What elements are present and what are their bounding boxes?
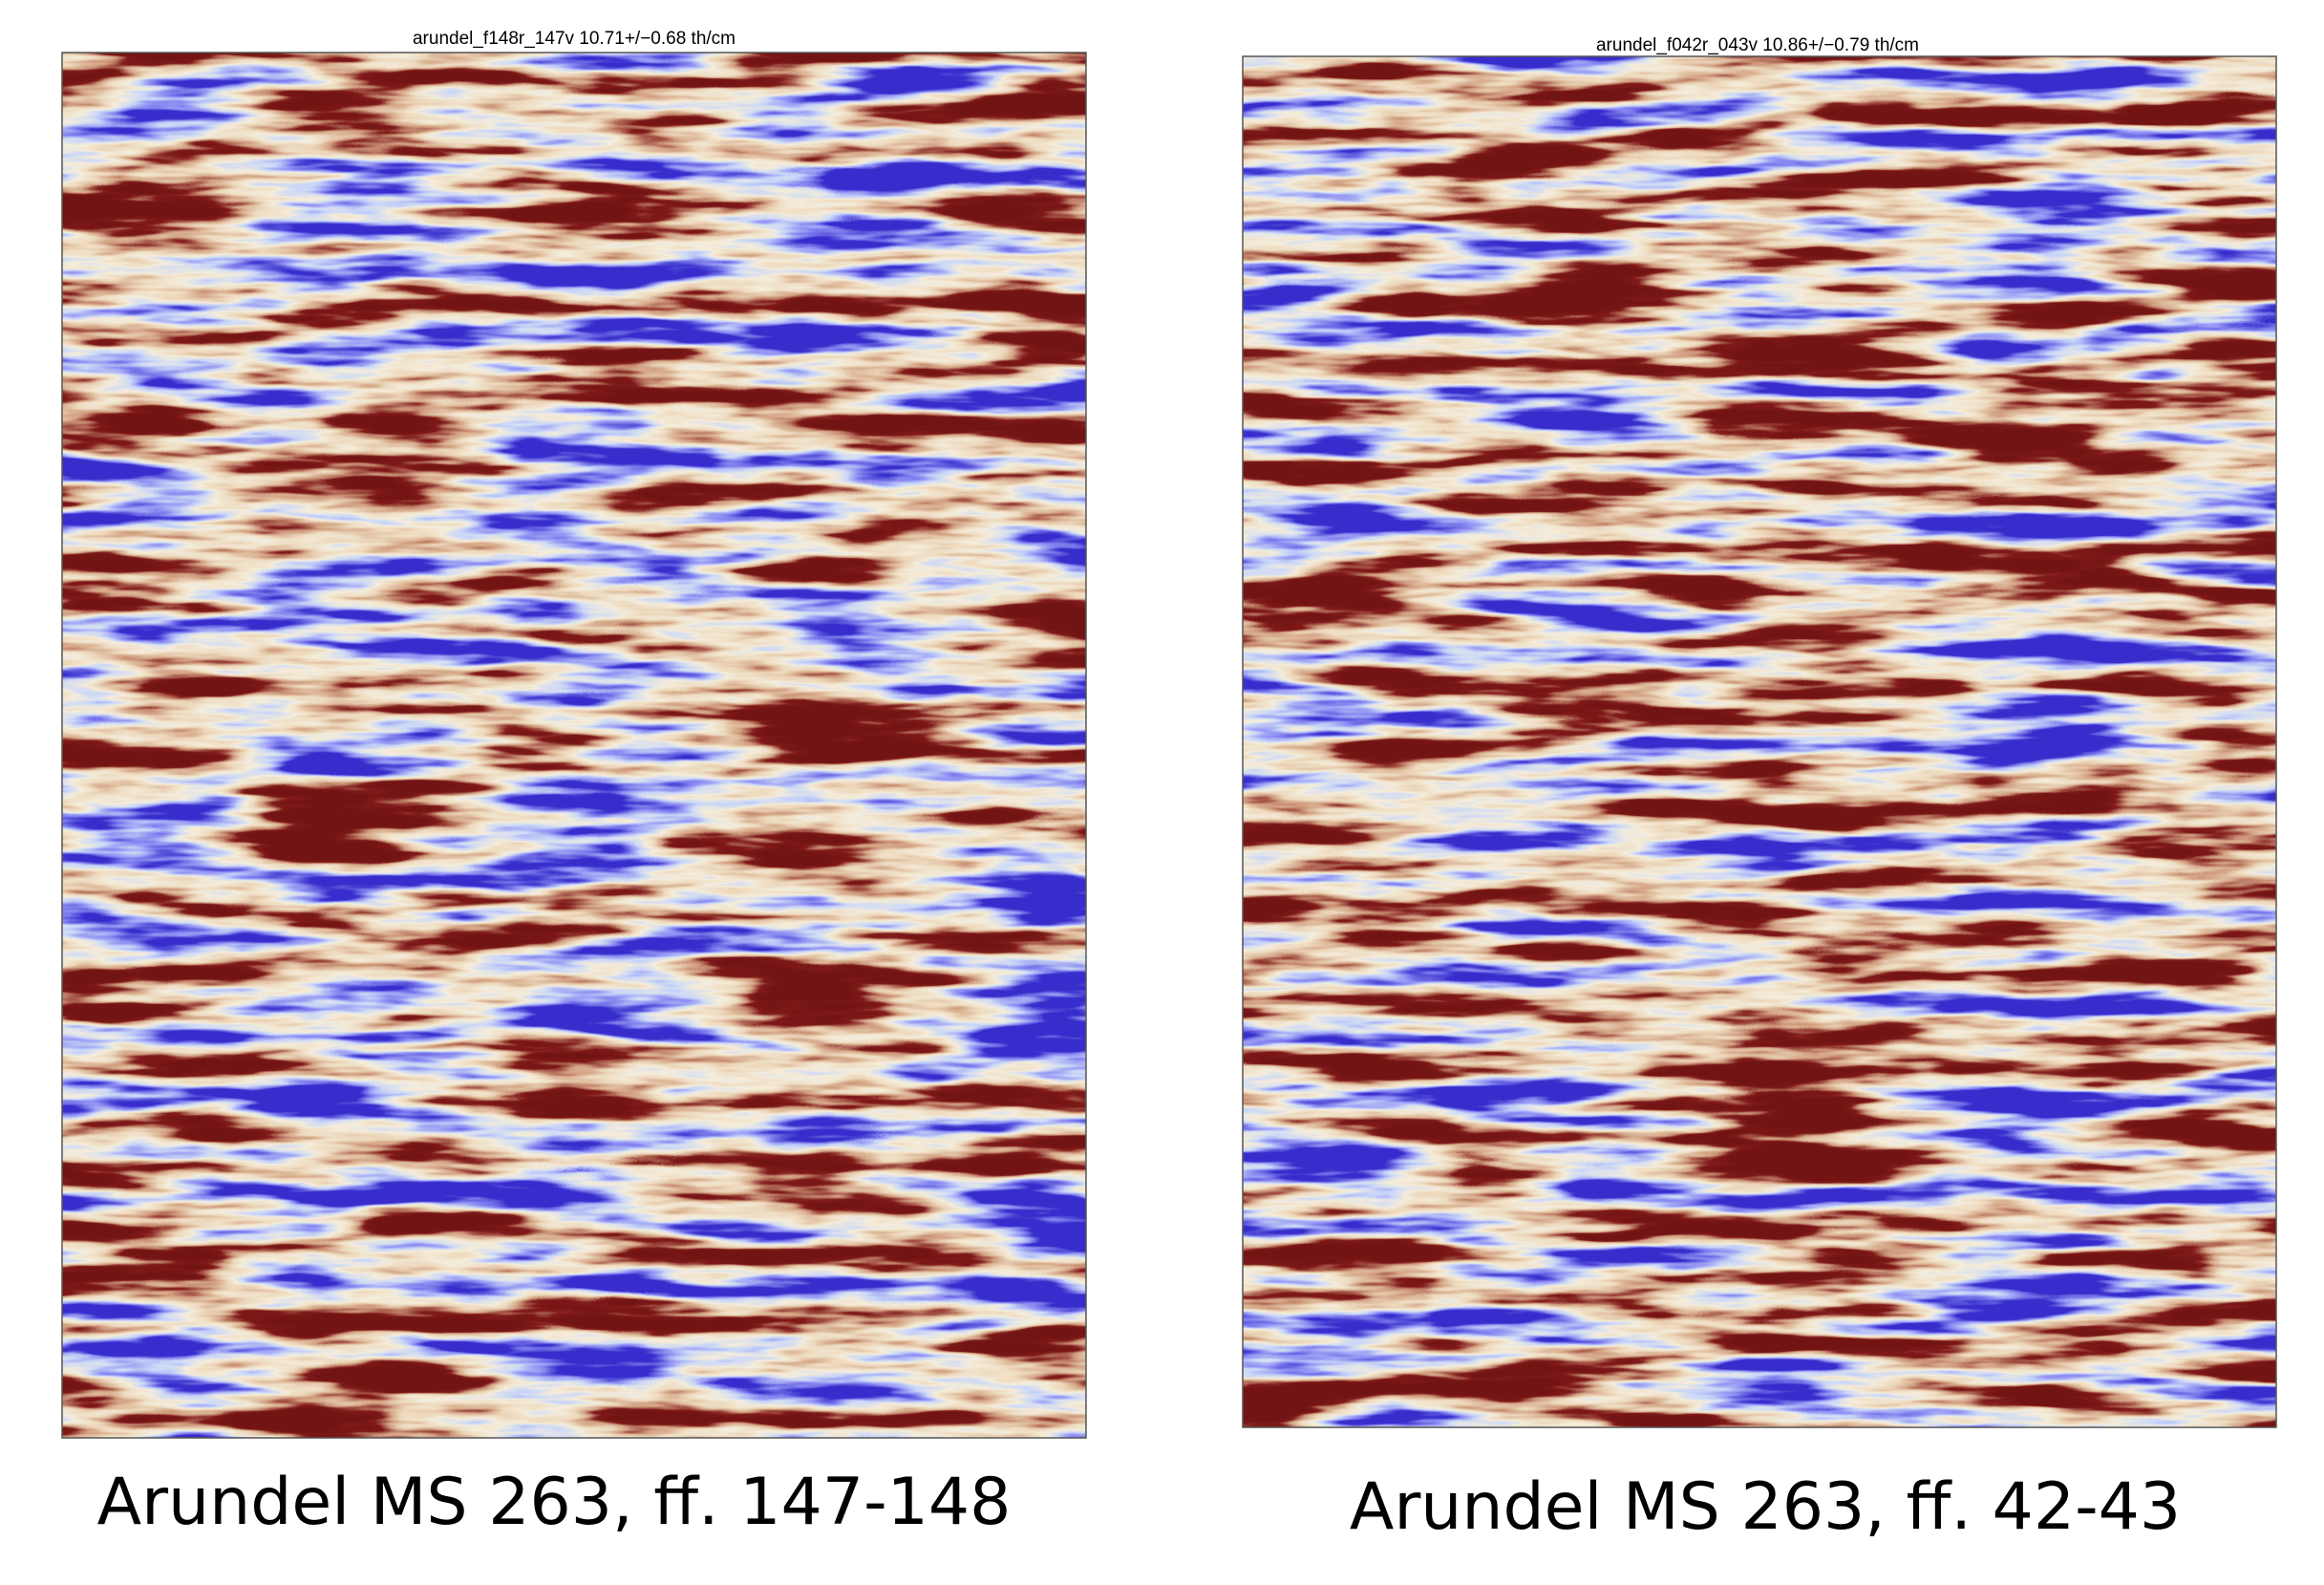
- image-border: [1242, 55, 2277, 1428]
- panel-title: arundel_f042r_043v 10.86+/−0.79 th/cm: [1596, 35, 1919, 55]
- panel: arundel_f148r_147v 10.71+/−0.68 th/cm Ar…: [61, 29, 1087, 1540]
- panel: arundel_f042r_043v 10.86+/−0.79 th/cm Ar…: [1242, 35, 2277, 1545]
- heatmap-image: [1243, 56, 2276, 1427]
- caption: Arundel MS 263, ff. 42-43: [1350, 1469, 2181, 1545]
- panel-title: arundel_f148r_147v 10.71+/−0.68 th/cm: [413, 29, 736, 49]
- image-border: [61, 52, 1087, 1439]
- heatmap-image: [62, 53, 1086, 1438]
- caption: Arundel MS 263, ff. 147-148: [97, 1465, 1012, 1540]
